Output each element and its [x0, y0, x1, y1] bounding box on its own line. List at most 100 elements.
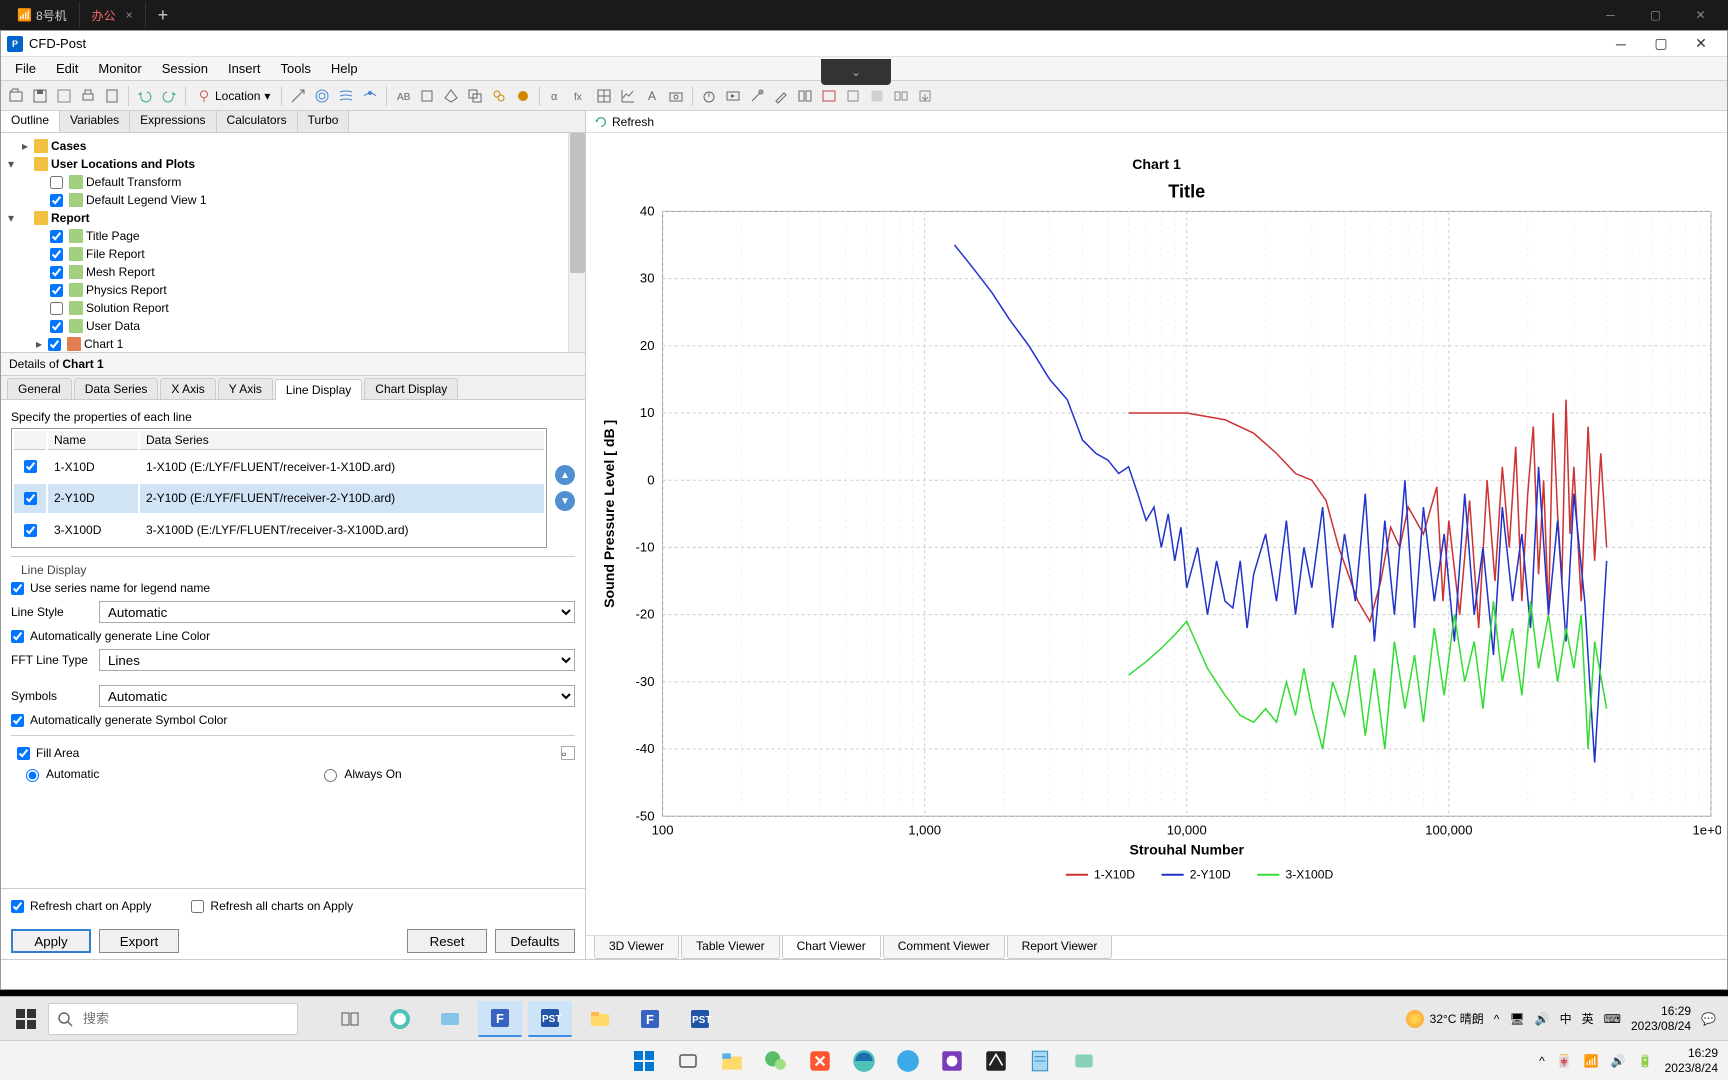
table-row[interactable]: 3-X100D3-X100D (E:/LYF/FLUENT/receiver-3…	[14, 515, 544, 545]
open-icon[interactable]	[5, 85, 27, 107]
outer-tab-2[interactable]: 办公 ×	[80, 2, 146, 28]
outer-app2-icon[interactable]	[934, 1043, 970, 1079]
outer-tray-chevron-icon[interactable]: ^	[1539, 1054, 1545, 1068]
tab-report-viewer[interactable]: Report Viewer	[1007, 936, 1113, 959]
legend-icon[interactable]	[416, 85, 438, 107]
tree-checkbox[interactable]	[50, 248, 63, 261]
sync-icon[interactable]	[818, 85, 840, 107]
inner-maximize-button[interactable]: ▢	[1641, 31, 1681, 57]
outer-maximize-button[interactable]: ▢	[1633, 0, 1678, 30]
camera-icon[interactable]	[665, 85, 687, 107]
series-checkbox[interactable]	[24, 524, 37, 537]
outer-wifi-icon[interactable]: 📶	[1584, 1054, 1599, 1068]
outer-explorer-icon[interactable]	[714, 1043, 750, 1079]
redo-icon[interactable]	[158, 85, 180, 107]
outer-ime-icon[interactable]: 🀄	[1557, 1054, 1572, 1068]
ime-en[interactable]: 英	[1582, 1010, 1594, 1027]
tree-checkbox[interactable]	[50, 230, 63, 243]
menu-monitor[interactable]: Monitor	[88, 61, 151, 76]
tab-outline[interactable]: Outline	[1, 111, 60, 132]
table-row[interactable]: 1-X10D1-X10D (E:/LYF/FLUENT/receiver-1-X…	[14, 452, 544, 482]
tab-data-series[interactable]: Data Series	[74, 378, 159, 399]
tab-expressions[interactable]: Expressions	[130, 111, 216, 132]
tree-file-report[interactable]: File Report	[5, 245, 581, 263]
table-icon[interactable]	[593, 85, 615, 107]
tree-checkbox[interactable]	[50, 302, 63, 315]
tree-report[interactable]: ▾Report	[5, 209, 581, 227]
export-button[interactable]: Export	[99, 929, 179, 953]
inner-minimize-button[interactable]: ─	[1601, 31, 1641, 57]
tree-user-locations[interactable]: ▾User Locations and Plots	[5, 155, 581, 173]
tree-physics-report[interactable]: Physics Report	[5, 281, 581, 299]
tree-checkbox[interactable]	[50, 284, 63, 297]
line-style-select[interactable]: Automatic	[99, 601, 575, 623]
inner-clock[interactable]: 16:29 2023/08/24	[1631, 1004, 1691, 1033]
tab-variables[interactable]: Variables	[60, 111, 130, 132]
chart-icon[interactable]	[617, 85, 639, 107]
timer-icon[interactable]	[698, 85, 720, 107]
series-checkbox[interactable]	[24, 492, 37, 505]
keyboard-icon[interactable]: ⌨	[1604, 1012, 1621, 1026]
outer-volume-icon[interactable]: 🔊	[1611, 1054, 1626, 1068]
notifications-icon[interactable]: 💬	[1701, 1012, 1716, 1026]
tab-general[interactable]: General	[7, 378, 72, 399]
tree-checkbox[interactable]	[50, 266, 63, 279]
tree-checkbox[interactable]	[48, 338, 61, 351]
tab-table-viewer[interactable]: Table Viewer	[681, 936, 779, 959]
reset-button[interactable]: Reset	[407, 929, 487, 953]
tab-chart-display[interactable]: Chart Display	[364, 378, 458, 399]
menu-session[interactable]: Session	[152, 61, 218, 76]
close-tab-icon[interactable]: ×	[126, 8, 133, 22]
defaults-button[interactable]: Defaults	[495, 929, 575, 953]
animation-icon[interactable]	[722, 85, 744, 107]
explorer-icon[interactable]	[578, 1001, 622, 1037]
outer-notepad-icon[interactable]	[1022, 1043, 1058, 1079]
wechat-icon[interactable]	[428, 1001, 472, 1037]
tab-x-axis[interactable]: X Axis	[160, 378, 215, 399]
report-icon[interactable]	[101, 85, 123, 107]
apply-button[interactable]: Apply	[11, 929, 91, 953]
vector-icon[interactable]	[287, 85, 309, 107]
tree-checkbox[interactable]	[50, 320, 63, 333]
streamline-icon[interactable]	[335, 85, 357, 107]
iso-icon[interactable]	[488, 85, 510, 107]
tab-3d-viewer[interactable]: 3D Viewer	[594, 936, 679, 959]
annotation-icon[interactable]: A	[641, 85, 663, 107]
view2-icon[interactable]	[866, 85, 888, 107]
edit2-icon[interactable]	[770, 85, 792, 107]
tree-mesh-report[interactable]: Mesh Report	[5, 263, 581, 281]
menu-edit[interactable]: Edit	[46, 61, 88, 76]
taskview-icon[interactable]	[328, 1001, 372, 1037]
vortex-icon[interactable]	[512, 85, 534, 107]
edge-icon[interactable]	[378, 1001, 422, 1037]
inner-close-button[interactable]: ✕	[1681, 31, 1721, 57]
view1-icon[interactable]	[842, 85, 864, 107]
cfdpost2-icon[interactable]: PST	[678, 1001, 722, 1037]
tray-chevron-icon[interactable]: ^	[1494, 1012, 1500, 1026]
tree-cases[interactable]: ▸Cases	[5, 137, 581, 155]
menu-tools[interactable]: Tools	[270, 61, 320, 76]
weather-widget[interactable]: 32°C 晴朗	[1406, 1010, 1484, 1028]
outer-minimize-button[interactable]: ─	[1588, 0, 1633, 30]
symbols-select[interactable]: Automatic	[99, 685, 575, 707]
tree-chart1[interactable]: ▸Chart 1	[5, 335, 581, 353]
outer-edge-icon[interactable]	[846, 1043, 882, 1079]
tree-default-transform[interactable]: Default Transform	[5, 173, 581, 191]
menu-help[interactable]: Help	[321, 61, 368, 76]
refresh-all-checkbox[interactable]	[191, 900, 204, 913]
probe-icon[interactable]	[746, 85, 768, 107]
outer-clock[interactable]: 16:29 2023/8/24	[1665, 1046, 1718, 1075]
fft-select[interactable]: Lines	[99, 649, 575, 671]
outer-close-button[interactable]: ✕	[1678, 0, 1723, 30]
tab-calculators[interactable]: Calculators	[217, 111, 298, 132]
tree-title-page[interactable]: Title Page	[5, 227, 581, 245]
auto-line-color-checkbox[interactable]	[11, 630, 24, 643]
use-series-name-checkbox[interactable]	[11, 582, 24, 595]
plane-icon[interactable]	[440, 85, 462, 107]
start-button[interactable]	[4, 1001, 48, 1037]
tab-y-axis[interactable]: Y Axis	[218, 378, 273, 399]
text-icon[interactable]: ABC	[392, 85, 414, 107]
fluent2-icon[interactable]: F	[628, 1001, 672, 1037]
compare-icon[interactable]	[794, 85, 816, 107]
tray-volume-icon[interactable]: 🔊	[1535, 1012, 1550, 1026]
